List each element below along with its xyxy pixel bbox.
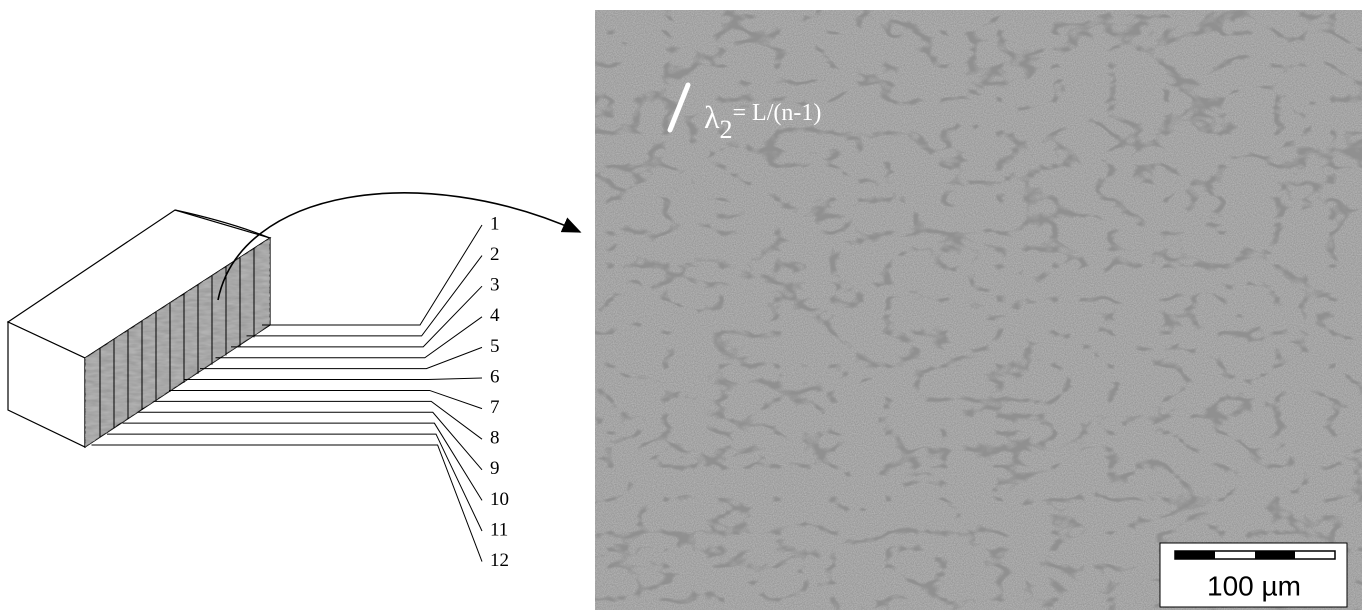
slice-label: 5 (490, 336, 500, 357)
slice-label: 6 (490, 366, 500, 387)
leader-line (262, 225, 482, 325)
leader-line (123, 423, 483, 500)
leader-line (92, 445, 483, 562)
slice-label: 3 (490, 275, 500, 296)
specimen (8, 210, 270, 447)
slice-label: 1 (490, 213, 500, 234)
scale-bar: 100 µm (1160, 543, 1347, 607)
slice-label: 12 (490, 550, 509, 571)
leader-line (185, 378, 483, 380)
slice-label: 10 (490, 489, 509, 510)
slice-label: 11 (490, 519, 508, 540)
slice-label: 9 (490, 458, 500, 479)
figure: 123456789101112 λ2= L/(n-1) 100 µm (0, 0, 1368, 610)
slice-label: 4 (490, 305, 500, 326)
formula-symbol: λ (704, 99, 720, 135)
leader-line (154, 401, 483, 439)
slice-label: 7 (490, 397, 500, 418)
slice-label: 8 (490, 428, 500, 449)
scale-bar-label: 100 µm (1207, 570, 1301, 601)
slice-label: 2 (490, 244, 500, 265)
formula-subscript: 2 (720, 115, 733, 144)
leader-line (107, 434, 482, 531)
micrograph: λ2= L/(n-1) 100 µm (595, 10, 1362, 610)
leader-line (138, 412, 482, 470)
formula-rest: = L/(n-1) (733, 100, 822, 126)
arrow (218, 193, 580, 300)
leader-line (169, 390, 482, 408)
leader-line (247, 256, 483, 336)
